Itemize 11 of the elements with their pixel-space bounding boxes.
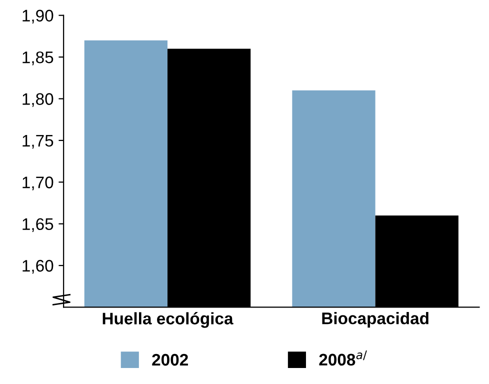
y-tick-label: 1,70: [22, 176, 54, 190]
y-tick-label: 1,80: [22, 93, 54, 107]
y-tick-label: 1,65: [22, 218, 54, 232]
y-tick-label: 1,90: [22, 10, 54, 24]
legend-label: 2002: [152, 354, 188, 366]
y-tick-label: 1,85: [22, 51, 54, 66]
y-tick-label: 1,75: [22, 135, 54, 149]
y-tick-label: 1,60: [22, 260, 54, 274]
x-tick-label: Biocapacidad: [322, 312, 428, 328]
x-tick-label: Huella ecológica: [102, 312, 234, 328]
legend-label: 2008$^{a/}$: [319, 350, 367, 366]
